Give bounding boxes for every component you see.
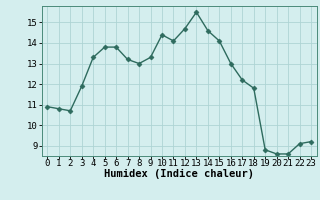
X-axis label: Humidex (Indice chaleur): Humidex (Indice chaleur) <box>104 169 254 179</box>
